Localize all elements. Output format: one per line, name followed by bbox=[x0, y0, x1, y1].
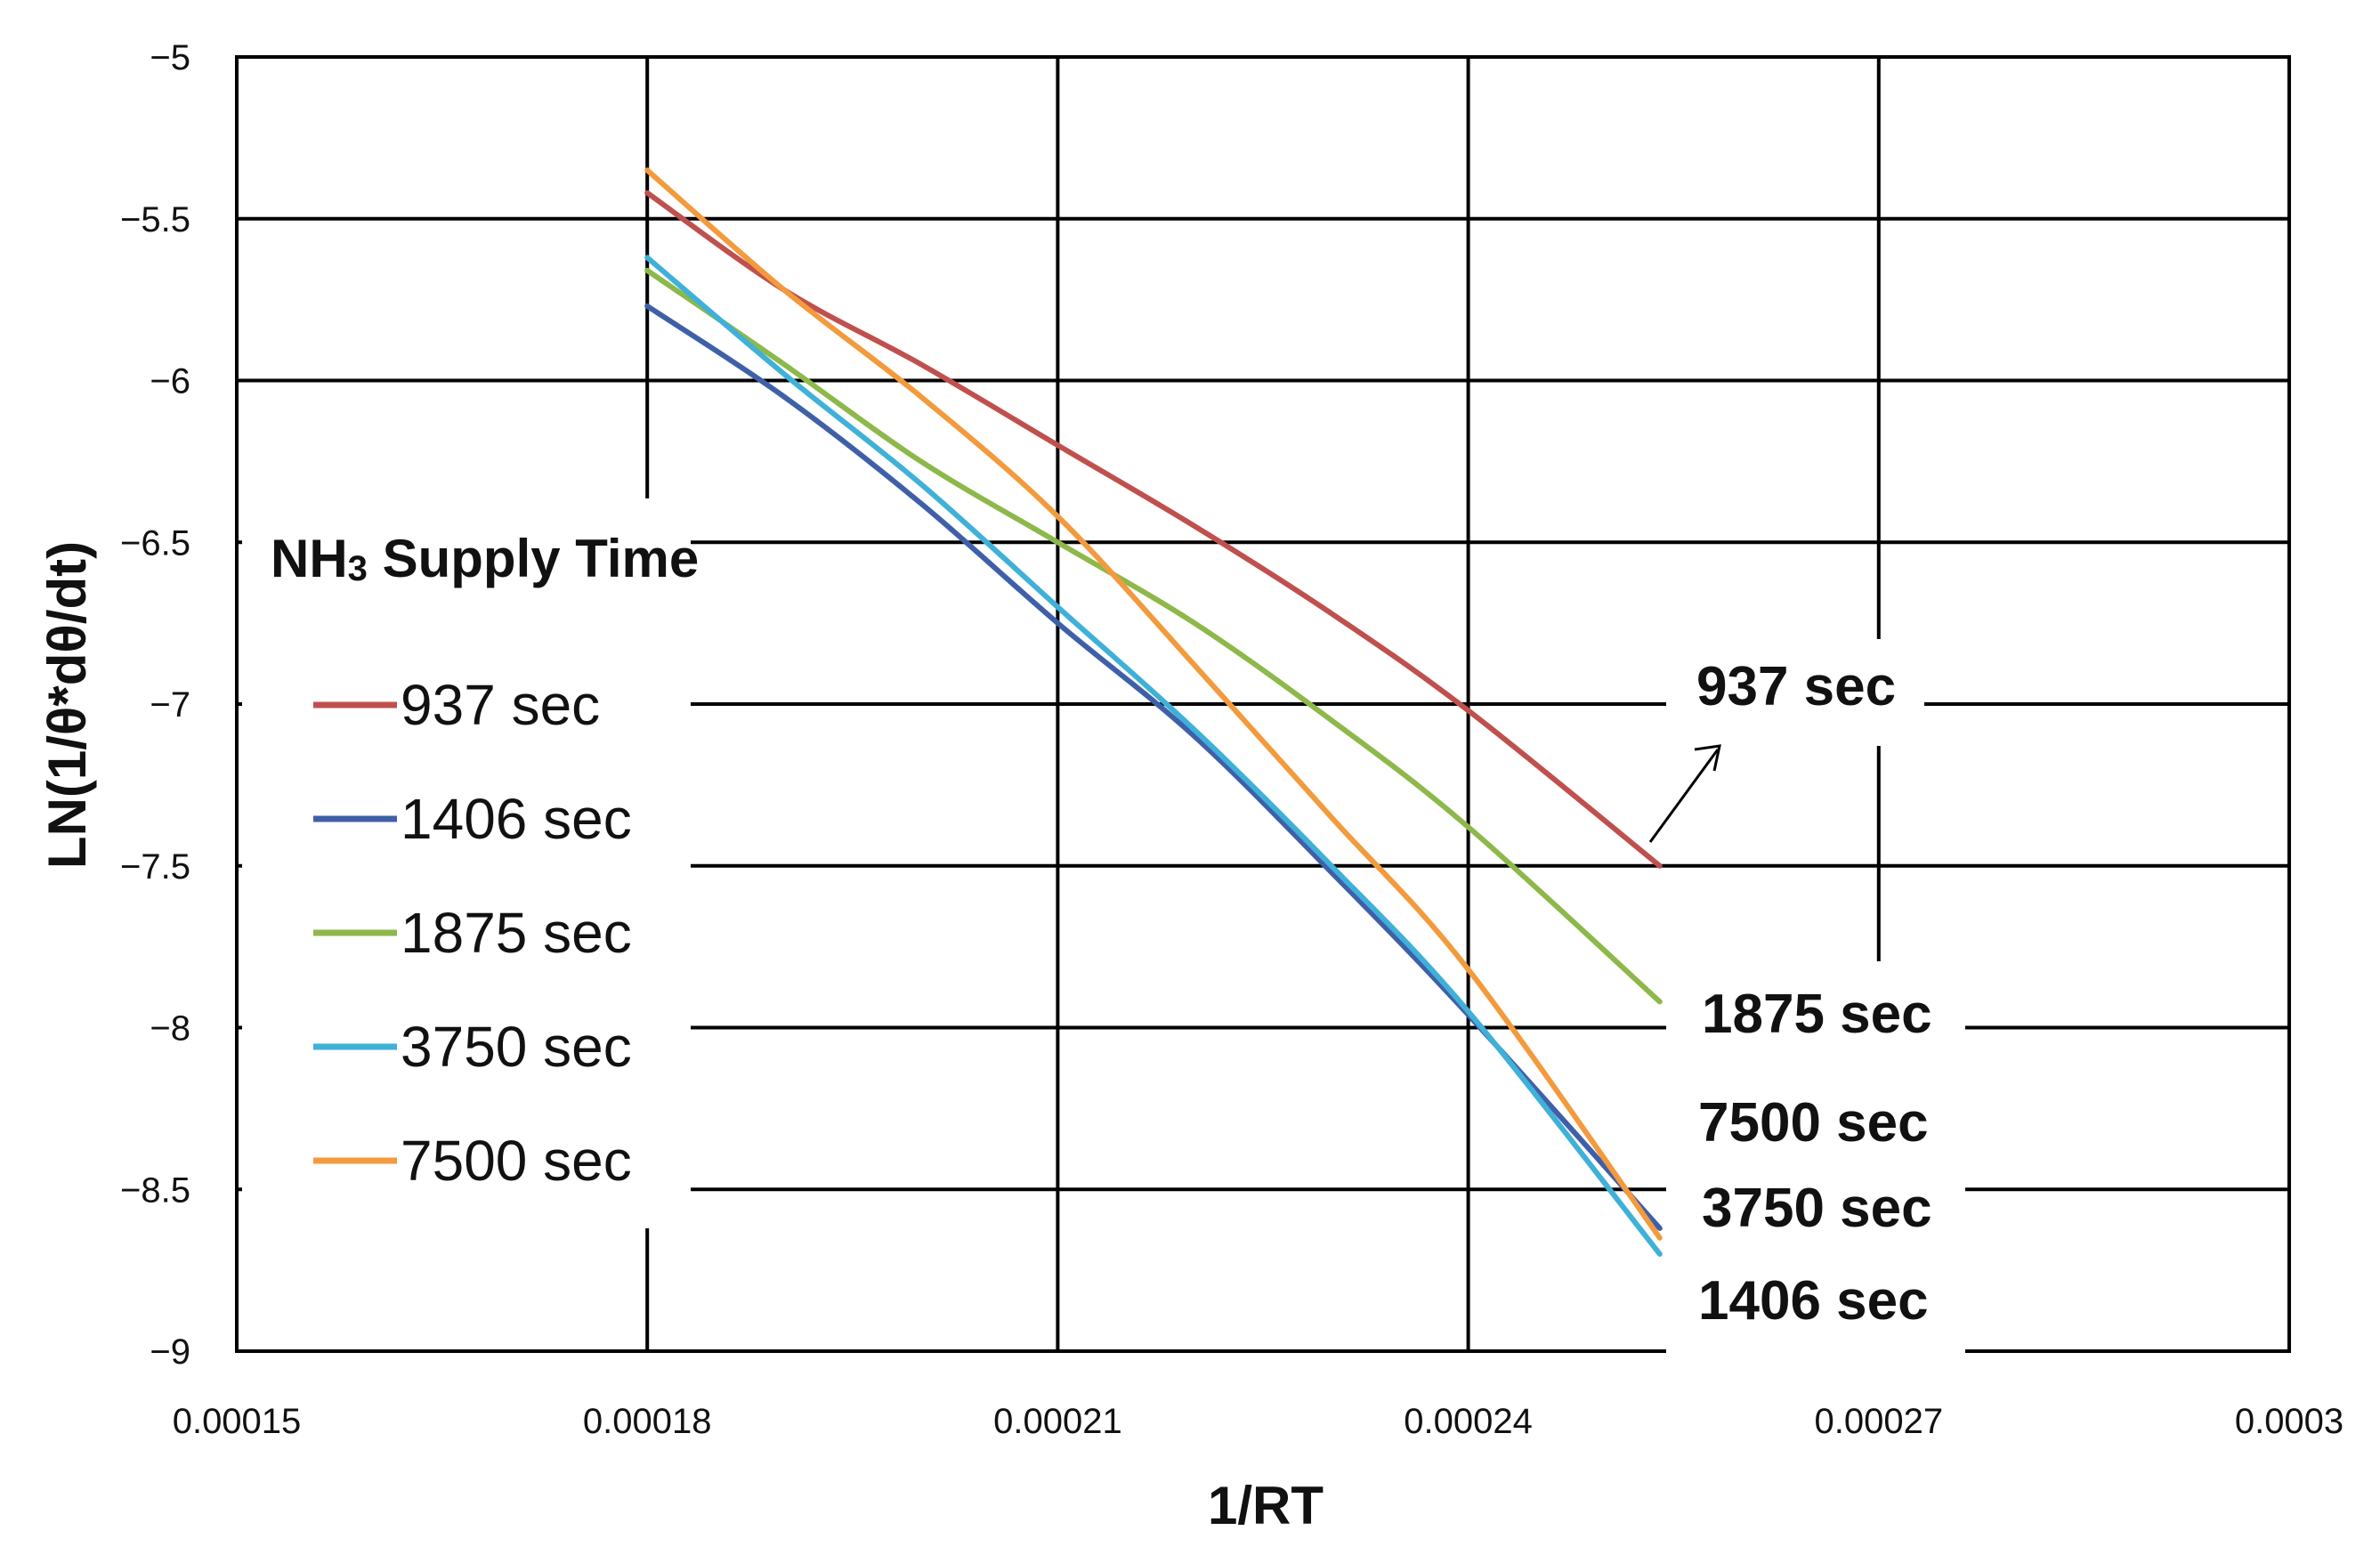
tick-labels: 0.00015 0.00018 0.00021 0.00024 0.00027 0.000… bbox=[120, 38, 2344, 1441]
end-label-937: 937 sec bbox=[1696, 656, 1896, 717]
plot-area bbox=[235, 55, 2291, 1353]
y-tick-label: −7 bbox=[150, 685, 190, 725]
y-tick-label: −6 bbox=[150, 362, 190, 401]
y-tick-label: −5.5 bbox=[120, 200, 190, 239]
series-line-937-sec bbox=[644, 190, 1663, 869]
x-tick-label: 0.00021 bbox=[993, 1402, 1122, 1441]
y-tick-label: −5 bbox=[150, 38, 190, 77]
legend: NH3 Supply Time 937 sec 1406 sec 1875 sec 3… bbox=[271, 529, 699, 1193]
y-tick-label: −7.5 bbox=[120, 847, 190, 887]
legend-label-7500-sec: 7500 sec bbox=[401, 1129, 632, 1193]
x-tick-label: 0.00024 bbox=[1404, 1402, 1533, 1441]
legend-title: NH3 Supply Time bbox=[271, 529, 699, 588]
series-lines bbox=[644, 167, 1663, 1257]
end-label-3750: 3750 sec bbox=[1702, 1178, 1932, 1239]
legend-items: 937 sec 1406 sec 1875 sec 3750 sec 7500 sec bbox=[313, 673, 632, 1193]
end-label-mask-group bbox=[1666, 961, 1965, 1353]
y-tick-label: −8 bbox=[150, 1009, 190, 1049]
y-axis-title: LN(1/θ*dθ/dt) bbox=[37, 541, 97, 869]
y-tick-label: −9 bbox=[150, 1332, 190, 1372]
legend-label-1406-sec: 1406 sec bbox=[401, 787, 632, 851]
x-tick-label: 0.00027 bbox=[1815, 1402, 1944, 1441]
x-tick-label: 0.0003 bbox=[2235, 1402, 2344, 1441]
end-label-7500: 7500 sec bbox=[1698, 1092, 1929, 1154]
legend-background bbox=[242, 498, 691, 1228]
legend-label-3750-sec: 3750 sec bbox=[401, 1015, 632, 1079]
x-tick-label: 0.00018 bbox=[583, 1402, 712, 1441]
legend-label-1875-sec: 1875 sec bbox=[401, 901, 632, 965]
series-line-1406-sec bbox=[644, 303, 1663, 1231]
series-line-3750-sec bbox=[644, 255, 1663, 1257]
y-tick-label: −6.5 bbox=[120, 523, 190, 563]
series-line-7500-sec bbox=[644, 167, 1663, 1241]
arrow-937 bbox=[1648, 744, 1721, 843]
x-tick-label: 0.00015 bbox=[173, 1402, 302, 1441]
series-line-1875-sec bbox=[644, 267, 1663, 1005]
y-tick-label: −8.5 bbox=[120, 1170, 190, 1210]
end-label-mask-937 bbox=[1666, 639, 1924, 746]
end-label-1406: 1406 sec bbox=[1698, 1270, 1929, 1332]
x-axis-title: 1/RT bbox=[1208, 1476, 1324, 1535]
end-label-1875: 1875 sec bbox=[1702, 984, 1932, 1045]
legend-label-937-sec: 937 sec bbox=[401, 673, 600, 737]
